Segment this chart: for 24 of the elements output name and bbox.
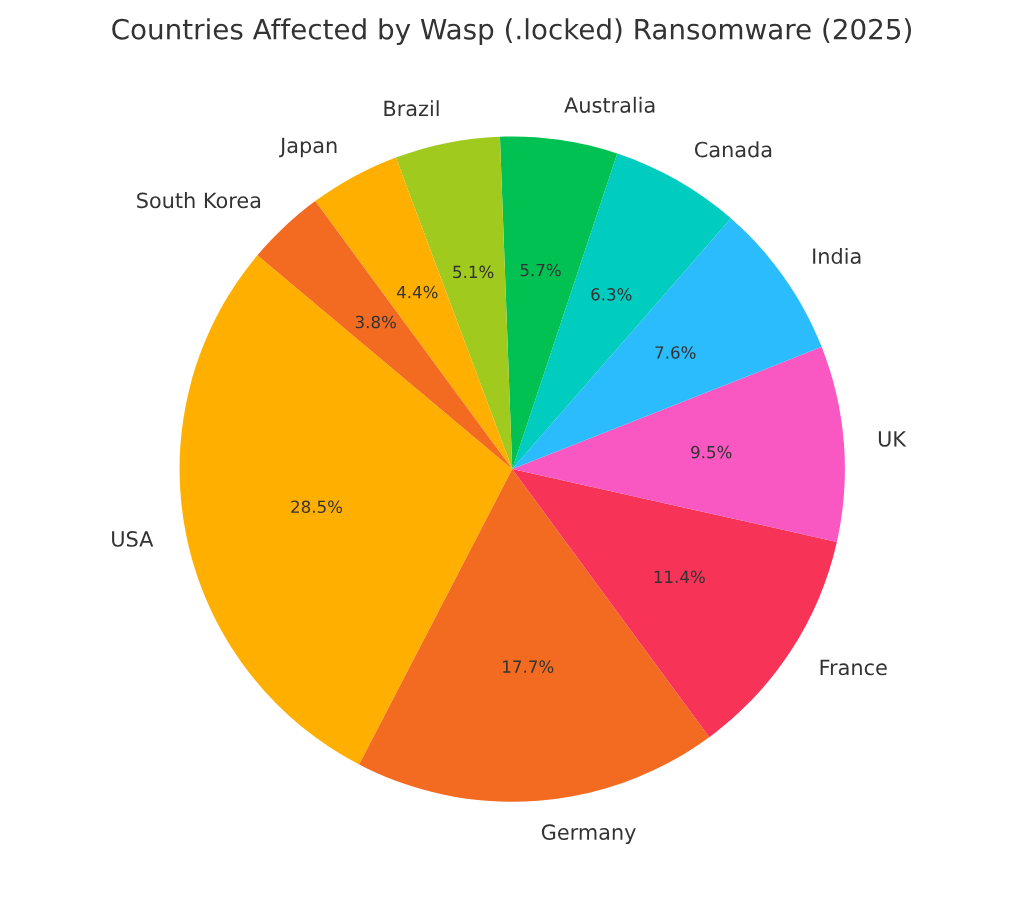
slice-label: South Korea — [137, 192, 261, 209]
pie-slice — [359, 469, 710, 802]
data-label: 5.7% — [520, 263, 561, 277]
slice-label: USA — [112, 531, 154, 547]
data-label: 3.8% — [355, 315, 396, 329]
data-label: 5.1% — [453, 265, 494, 279]
slice-label: Australia — [564, 96, 655, 113]
slice-label: UK — [878, 431, 907, 447]
pie-slice — [512, 346, 845, 542]
data-label: 6.3% — [591, 288, 632, 301]
slice-label: India — [813, 247, 861, 265]
data-label: 17.7% — [503, 660, 554, 673]
slice-label: Canada — [694, 141, 772, 158]
chart-title: Countries Affected by Wasp (.locked) Ransomware (2025) — [112, 18, 911, 46]
data-label: 9.5% — [691, 445, 732, 459]
pie-slice — [395, 136, 513, 470]
data-label: 7.6% — [655, 346, 696, 359]
slice-label: France — [820, 659, 887, 676]
slice-label: Germany — [541, 824, 636, 845]
data-label: 11.4% — [654, 570, 705, 584]
slice-label: Brazil — [384, 100, 439, 117]
data-label: 4.4% — [396, 285, 438, 299]
slice-label: Japan — [279, 137, 337, 158]
data-label: 28.5% — [291, 500, 343, 514]
